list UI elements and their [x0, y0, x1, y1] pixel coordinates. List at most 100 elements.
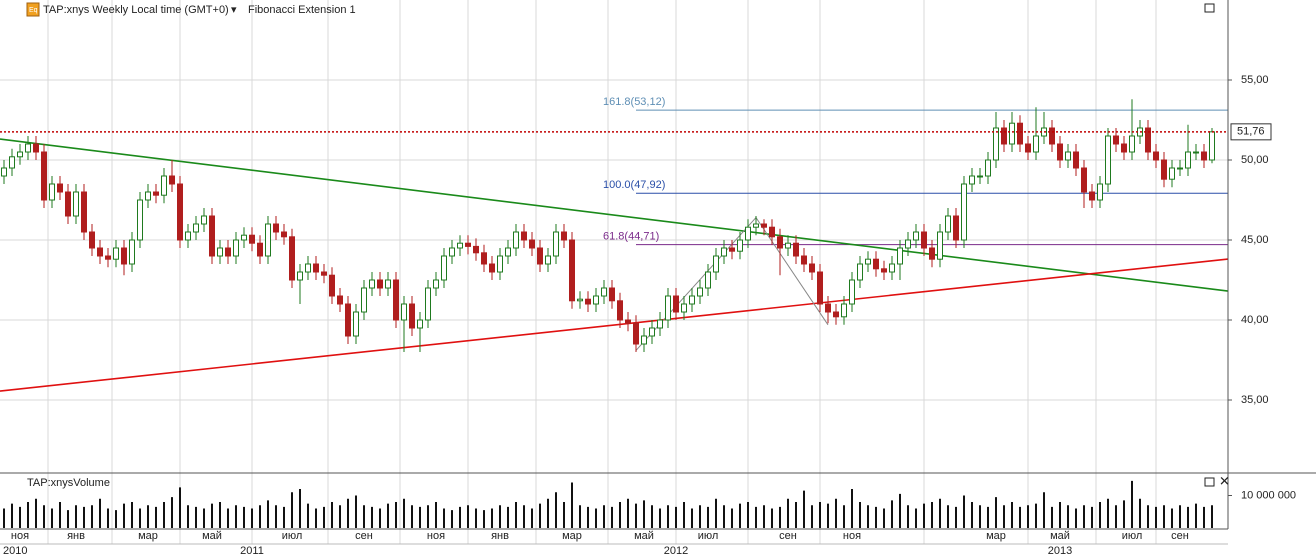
candle-body: [1017, 122, 1023, 145]
candle-body: [729, 247, 735, 252]
candle-body: [1169, 167, 1175, 180]
candle-body: [145, 191, 151, 201]
candle-body: [505, 247, 511, 257]
candle-body: [593, 295, 599, 305]
candle-body: [665, 295, 671, 321]
candle-body: [129, 239, 135, 265]
candle-body: [1009, 122, 1015, 145]
candle-body: [713, 255, 719, 273]
candle-body: [153, 191, 159, 196]
candle-body: [209, 215, 215, 257]
candle-body: [1185, 151, 1191, 169]
trendline: [0, 138, 1229, 292]
candle-body: [625, 319, 631, 324]
volume-close-button[interactable]: ✕: [1219, 473, 1230, 488]
candle-body: [57, 183, 63, 193]
candle-body: [1193, 151, 1199, 154]
candle-body: [465, 242, 471, 247]
candle-body: [345, 303, 351, 337]
candle-body: [89, 231, 95, 249]
y-tick-label: 35,00: [1241, 394, 1269, 406]
trendline: [0, 258, 1229, 392]
candle-body: [417, 319, 423, 329]
candle-body: [577, 298, 583, 302]
candle-body: [1161, 159, 1167, 180]
fibonacci-label: 61.8(44,71): [603, 231, 659, 243]
candle-body: [609, 287, 615, 302]
maximize-button[interactable]: [1204, 3, 1215, 13]
candle-body: [617, 300, 623, 321]
x-tick-label: май: [634, 530, 654, 542]
candle-body: [761, 223, 767, 228]
candle-body: [721, 247, 727, 257]
candle-body: [289, 236, 295, 281]
candle-body: [921, 231, 927, 249]
candle-body: [569, 239, 575, 302]
candle-body: [1001, 127, 1007, 145]
candle-body: [33, 143, 39, 153]
candle-body: [993, 127, 999, 161]
candle-body: [105, 255, 111, 260]
candle-body: [49, 183, 55, 201]
candle-body: [601, 287, 607, 297]
fibonacci-label: 100.0(47,92): [603, 179, 665, 191]
candle-body: [1209, 131, 1215, 161]
candle-body: [9, 156, 15, 169]
candle-body: [353, 311, 359, 337]
candle-body: [97, 247, 103, 257]
candle-body: [385, 279, 391, 289]
chart-icon[interactable]: [26, 2, 40, 17]
candle-body: [121, 247, 127, 265]
candle-body: [1121, 143, 1127, 153]
grid: [0, 0, 1228, 544]
indicator-name[interactable]: Fibonacci Extension 1: [248, 4, 356, 16]
candle-body: [457, 242, 463, 249]
plot-area: 161.8(53,12) 100.0(47,92) 61.8(44,71): [0, 96, 1229, 392]
candle-body: [249, 234, 255, 244]
candle-body: [641, 335, 647, 345]
dropdown-arrow[interactable]: ▾: [231, 4, 237, 16]
candle-body: [865, 258, 871, 265]
year-label: 2011: [240, 545, 264, 557]
x-tick-label: ноя: [11, 530, 29, 542]
candle-body: [425, 287, 431, 321]
candle-body: [449, 247, 455, 257]
candle-body: [169, 175, 175, 185]
candle-body: [1057, 143, 1063, 161]
candle-body: [1081, 167, 1087, 193]
candle-body: [849, 279, 855, 305]
candle-body: [217, 247, 223, 257]
year-label: 2012: [664, 545, 688, 557]
candle-body: [1113, 135, 1119, 145]
candle-body: [393, 279, 399, 321]
candle-body: [825, 303, 831, 313]
x-tick-label: мар: [138, 530, 158, 542]
candle-body: [705, 271, 711, 289]
volume-maximize-button[interactable]: [1204, 477, 1215, 487]
x-tick-label: янв: [491, 530, 509, 542]
candle-body: [25, 143, 31, 153]
y-tick-label: 45,00: [1241, 234, 1269, 246]
candle-body: [537, 247, 543, 265]
year-label: 2013: [1048, 545, 1072, 557]
chart-title[interactable]: TAP:xnys Weekly Local time (GMT+0): [43, 4, 229, 16]
candle-body: [337, 295, 343, 305]
year-label: 2010: [3, 545, 27, 557]
x-tick-label: мар: [562, 530, 582, 542]
candle-body: [1025, 143, 1031, 153]
x-tick-label: сен: [355, 530, 373, 542]
x-tick-label: июл: [1122, 530, 1143, 542]
candle-body: [1153, 151, 1159, 161]
candle-body: [1097, 183, 1103, 201]
chart-icon-glyph: Eq: [29, 7, 38, 14]
candle-body: [377, 279, 383, 289]
candle-body: [1033, 135, 1039, 153]
candle-body: [873, 258, 879, 270]
candle-body: [329, 274, 335, 297]
candle-body: [961, 183, 967, 241]
candle-body: [1089, 191, 1095, 201]
candle-body: [265, 223, 271, 257]
candle-body: [841, 303, 847, 318]
candle-body: [185, 231, 191, 241]
x-tick-label: июл: [282, 530, 303, 542]
